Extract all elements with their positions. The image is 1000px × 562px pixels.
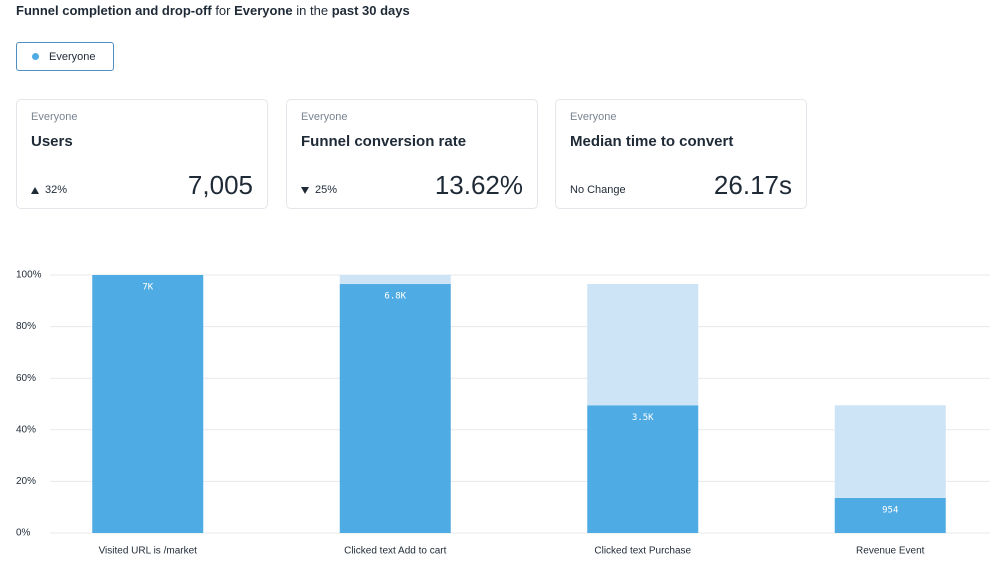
bar-segment: [587, 284, 699, 406]
y-tick-label: 80%: [16, 321, 36, 332]
y-tick-label: 100%: [16, 270, 42, 281]
data-label: 954: [882, 505, 898, 515]
card-value: 7,005: [187, 170, 253, 200]
title-part: Everyone: [234, 3, 293, 18]
change: 25%: [301, 184, 337, 196]
x-tick-label: Visited URL is /market: [99, 546, 198, 557]
bar-segment: [834, 497, 946, 533]
data-label: 7K: [142, 283, 153, 293]
card-value: 26.17s: [713, 170, 792, 200]
bar-segment: [587, 405, 699, 533]
x-tick-label: Clicked text Add to cart: [344, 546, 446, 557]
bar-segment: [834, 405, 946, 498]
change-text: No Change: [570, 184, 626, 196]
filter-label: Everyone: [49, 50, 96, 63]
bar-segment: [339, 284, 451, 533]
stat-card: Everyone Funnel conversion rate 25% 13.6…: [286, 99, 538, 209]
y-tick-label: 60%: [16, 373, 36, 384]
y-tick-label: 40%: [16, 424, 36, 435]
change-text: 25%: [315, 184, 338, 196]
down-icon: [301, 186, 309, 194]
card-title: Funnel conversion rate: [301, 133, 467, 150]
data-label: 6.8K: [384, 292, 406, 302]
stat-card: Everyone Users 32% 7,005: [16, 99, 268, 209]
y-tick-label: 20%: [16, 476, 36, 487]
title-part: in the: [292, 3, 332, 18]
x-tick-label: Clicked text Purchase: [594, 546, 691, 557]
segment-filter[interactable]: Everyone: [16, 42, 114, 71]
title-part: for: [211, 3, 235, 18]
change: No Change: [570, 184, 626, 196]
header: Funnel completion and drop-off for Every…: [16, 3, 410, 18]
card-value: 13.62%: [434, 170, 523, 200]
stat-card: Everyone Median time to convert No Chang…: [555, 99, 807, 209]
title-part: past 30 days: [331, 3, 410, 18]
data-label: 3.5K: [632, 413, 654, 423]
card-title: Users: [31, 133, 73, 150]
bar-segment: [92, 275, 204, 533]
bar-segment: [339, 275, 451, 285]
x-tick-label: Revenue Event: [856, 546, 925, 557]
segment: Everyone: [570, 111, 617, 123]
segment: Everyone: [31, 111, 78, 123]
change: 32%: [31, 184, 67, 196]
up-icon: [31, 186, 39, 194]
y-tick-label: 0%: [16, 528, 31, 539]
dot: [32, 53, 39, 60]
segment: Everyone: [301, 111, 348, 123]
card-title: Median time to convert: [570, 133, 734, 150]
change-text: 32%: [45, 184, 68, 196]
title-part: Funnel completion and drop-off: [16, 3, 212, 18]
